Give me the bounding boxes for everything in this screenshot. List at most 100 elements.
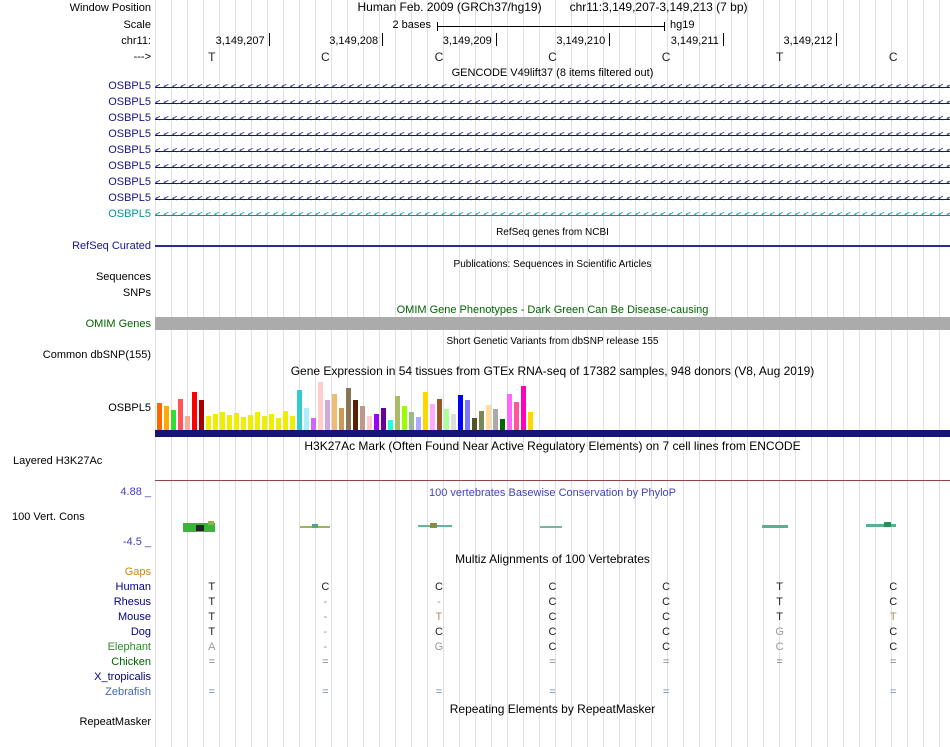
gtex-expression-bar[interactable]	[290, 416, 295, 430]
gtex-expression-bar[interactable]	[465, 400, 470, 430]
gene-row[interactable]: <<<<<<<<<<<<<<<<<<<<<<<<<<<<<<<<<<<<<<<<…	[155, 127, 950, 143]
gtex-expression-bar[interactable]	[416, 417, 421, 430]
conservation-track-title[interactable]: 100 vertebrates Basewise Conservation by…	[428, 487, 677, 499]
gtex-expression-bar[interactable]	[248, 415, 253, 430]
refseq-curated-label[interactable]: RefSeq Curated	[72, 240, 151, 252]
gene-label[interactable]: OSBPL5	[108, 160, 151, 172]
omim-track-title[interactable]: OMIM Gene Phenotypes - Dark Green Can Be…	[396, 304, 709, 316]
gtex-expression-bar[interactable]	[353, 400, 358, 430]
gtex-expression-bar[interactable]	[283, 411, 288, 430]
gtex-expression-bar[interactable]	[241, 417, 246, 430]
gtex-expression-bar[interactable]	[395, 396, 400, 430]
gtex-expression-bar[interactable]	[185, 416, 190, 430]
gtex-expression-bar[interactable]	[318, 382, 323, 430]
publications-track-title[interactable]: Publications: Sequences in Scientific Ar…	[453, 259, 652, 270]
gtex-expression-bar[interactable]	[304, 408, 309, 430]
gtex-expression-bar[interactable]	[402, 406, 407, 430]
gtex-expression-bar[interactable]	[213, 414, 218, 430]
species-label[interactable]: Zebrafish	[105, 686, 151, 698]
gtex-expression-bar[interactable]	[409, 412, 414, 430]
gene-label[interactable]: OSBPL5	[108, 128, 151, 140]
gtex-expression-bar[interactable]	[507, 394, 512, 430]
gtex-expression-bar[interactable]	[514, 402, 519, 430]
repeatmasker-label[interactable]: RepeatMasker	[79, 716, 151, 728]
gtex-expression-bar[interactable]	[311, 418, 316, 430]
gtex-expression-bar[interactable]	[430, 404, 435, 430]
gtex-expression-bar[interactable]	[458, 395, 463, 430]
gtex-expression-bar[interactable]	[297, 390, 302, 430]
multiz-track-title[interactable]: Multiz Alignments of 100 Vertebrates	[455, 552, 650, 566]
gtex-expression-bar[interactable]	[332, 394, 337, 430]
conservation-track-label[interactable]: 100 Vert. Cons	[12, 511, 85, 523]
gtex-expression-bar[interactable]	[437, 399, 442, 430]
gene-label[interactable]: OSBPL5	[108, 176, 151, 188]
gtex-expression-bar[interactable]	[178, 399, 183, 430]
gene-label[interactable]: OSBPL5	[108, 144, 151, 156]
h3k27ac-track-title[interactable]: H3K27Ac Mark (Often Found Near Active Re…	[304, 439, 801, 453]
h3k27ac-signal-baseline[interactable]	[155, 480, 950, 481]
gtex-expression-bar[interactable]	[528, 412, 533, 430]
gtex-track-title[interactable]: Gene Expression in 54 tissues from GTEx …	[290, 364, 815, 378]
gene-label[interactable]: OSBPL5	[108, 112, 151, 124]
gtex-expression-bar[interactable]	[500, 419, 505, 430]
gene-label[interactable]: OSBPL5	[108, 80, 151, 92]
species-label[interactable]: X_tropicalis	[94, 671, 151, 683]
gtex-expression-bar[interactable]	[220, 412, 225, 430]
gene-label[interactable]: OSBPL5	[108, 96, 151, 108]
gtex-expression-bar[interactable]	[227, 415, 232, 430]
dbsnp-track-title[interactable]: Short Genetic Variants from dbSNP releas…	[446, 336, 659, 347]
gtex-expression-bar[interactable]	[164, 406, 169, 430]
layered-h3k27ac-label[interactable]: Layered H3K27Ac	[13, 455, 103, 467]
gtex-expression-bar[interactable]	[367, 416, 372, 430]
gtex-expression-bar[interactable]	[192, 392, 197, 430]
gtex-expression-bar[interactable]	[255, 412, 260, 430]
gene-label[interactable]: OSBPL5	[108, 208, 151, 220]
gtex-expression-bar[interactable]	[472, 418, 477, 430]
gtex-expression-bar[interactable]	[451, 414, 456, 430]
gtex-expression-chart[interactable]	[157, 382, 533, 430]
common-dbsnp-label[interactable]: Common dbSNP(155)	[42, 349, 151, 361]
gene-row[interactable]: <<<<<<<<<<<<<<<<<<<<<<<<<<<<<<<<<<<<<<<<…	[155, 191, 950, 207]
snps-track-label[interactable]: SNPs	[122, 287, 151, 299]
species-label[interactable]: Gaps	[124, 566, 151, 578]
gtex-expression-bar[interactable]	[346, 388, 351, 430]
gtex-expression-bar[interactable]	[157, 403, 162, 430]
gene-label[interactable]: OSBPL5	[108, 192, 151, 204]
gtex-expression-bar[interactable]	[374, 414, 379, 430]
gtex-expression-bar[interactable]	[269, 414, 274, 430]
gene-row[interactable]: <<<<<<<<<<<<<<<<<<<<<<<<<<<<<<<<<<<<<<<<…	[155, 111, 950, 127]
gtex-expression-bar[interactable]	[325, 400, 330, 430]
refseq-gene-item[interactable]	[155, 245, 950, 247]
gencode-track-title[interactable]: GENCODE V49lift37 (8 items filtered out)	[451, 67, 654, 79]
gtex-expression-bar[interactable]	[206, 416, 211, 430]
gtex-expression-bar[interactable]	[493, 409, 498, 430]
gtex-expression-bar[interactable]	[276, 418, 281, 430]
gtex-expression-bar[interactable]	[262, 416, 267, 430]
gtex-expression-bar[interactable]	[234, 413, 239, 430]
species-label[interactable]: Elephant	[107, 641, 151, 653]
sequences-track-label[interactable]: Sequences	[95, 271, 151, 283]
gene-row[interactable]: <<<<<<<<<<<<<<<<<<<<<<<<<<<<<<<<<<<<<<<<…	[155, 175, 950, 191]
gtex-expression-bar[interactable]	[444, 409, 449, 430]
refseq-track-title[interactable]: RefSeq genes from NCBI	[496, 227, 609, 238]
omim-genes-label[interactable]: OMIM Genes	[85, 318, 151, 330]
gtex-expression-bar[interactable]	[381, 408, 386, 430]
species-label[interactable]: Human	[115, 581, 151, 593]
omim-gene-item[interactable]	[155, 317, 950, 330]
gtex-expression-bar[interactable]	[199, 400, 204, 430]
repeatmasker-track-title[interactable]: Repeating Elements by RepeatMasker	[449, 702, 656, 716]
gtex-expression-bar[interactable]	[423, 392, 428, 430]
species-label[interactable]: Mouse	[117, 611, 151, 623]
gtex-gene-label[interactable]: OSBPL5	[108, 402, 151, 414]
gene-row[interactable]: <<<<<<<<<<<<<<<<<<<<<<<<<<<<<<<<<<<<<<<<…	[155, 159, 950, 175]
gtex-expression-bar[interactable]	[171, 410, 176, 430]
species-label[interactable]: Chicken	[111, 656, 151, 668]
gtex-expression-bar[interactable]	[360, 406, 365, 430]
gene-row[interactable]: <<<<<<<<<<<<<<<<<<<<<<<<<<<<<<<<<<<<<<<<…	[155, 207, 950, 223]
species-label[interactable]: Dog	[130, 626, 151, 638]
gtex-gene-model-bar[interactable]	[155, 430, 950, 437]
gtex-expression-bar[interactable]	[339, 408, 344, 430]
gtex-expression-bar[interactable]	[521, 386, 526, 430]
gtex-expression-bar[interactable]	[479, 411, 484, 430]
gtex-expression-bar[interactable]	[388, 420, 393, 430]
